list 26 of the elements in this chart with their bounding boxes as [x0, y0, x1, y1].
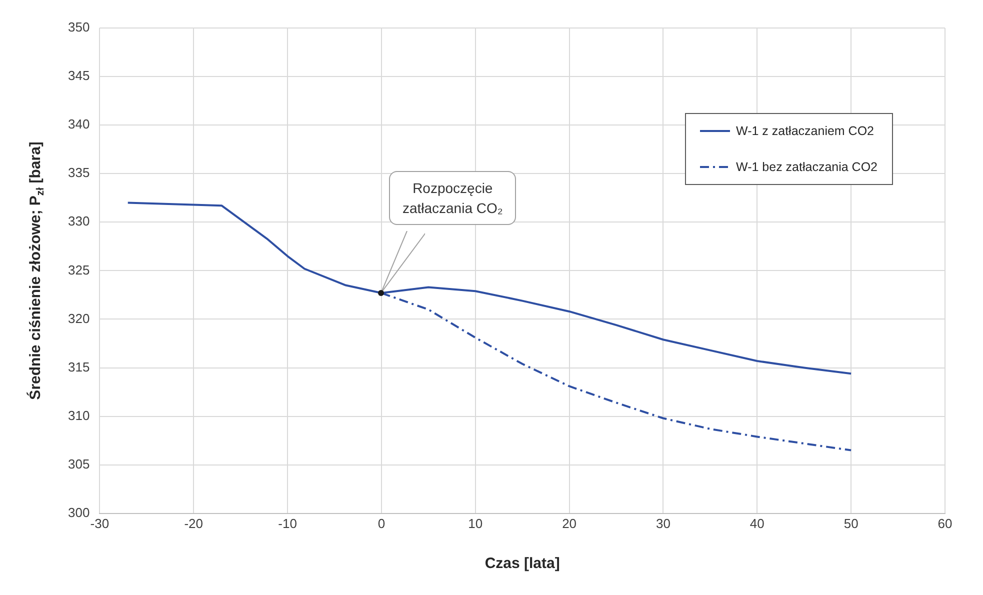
y-tick-label: 310	[68, 408, 90, 423]
y-tick-label: 320	[68, 310, 90, 326]
x-tick-label: 50	[844, 516, 858, 531]
y-axis-title: Średnie ciśnienie złożowe; Pzł [bara]	[26, 142, 46, 400]
y-tick-label: 335	[68, 165, 90, 180]
y-tick-label: 345	[68, 68, 90, 84]
x-tick-label: 10	[468, 516, 483, 531]
x-tick-label: -30	[90, 516, 110, 531]
x-tick-label: 40	[750, 516, 764, 531]
x-tick-label: 0	[378, 516, 386, 531]
y-tick-label: 305	[68, 456, 90, 472]
legend-label: W-1 bez zatłaczania CO2	[736, 160, 878, 174]
y-tick-label: 350	[68, 20, 90, 35]
y-tick-label: 340	[68, 116, 90, 132]
y-tick-label: 315	[68, 359, 90, 374]
x-tick-label: -20	[184, 516, 204, 531]
x-axis-title: Czas [lata]	[484, 555, 560, 572]
y-tick-label: 300	[68, 504, 90, 520]
y-tick-label: 330	[68, 214, 90, 229]
x-tick-label: 60	[938, 516, 952, 531]
x-tick-label: -10	[278, 516, 297, 531]
annotation: Rozpoczęcie zatłaczania CO₂	[402, 179, 503, 218]
legend-label: W-1 z zatłaczaniem CO2	[736, 124, 874, 138]
y-tick-label: 325	[68, 262, 90, 278]
x-tick-label: 30	[656, 516, 670, 531]
x-tick-label: 20	[562, 516, 577, 531]
